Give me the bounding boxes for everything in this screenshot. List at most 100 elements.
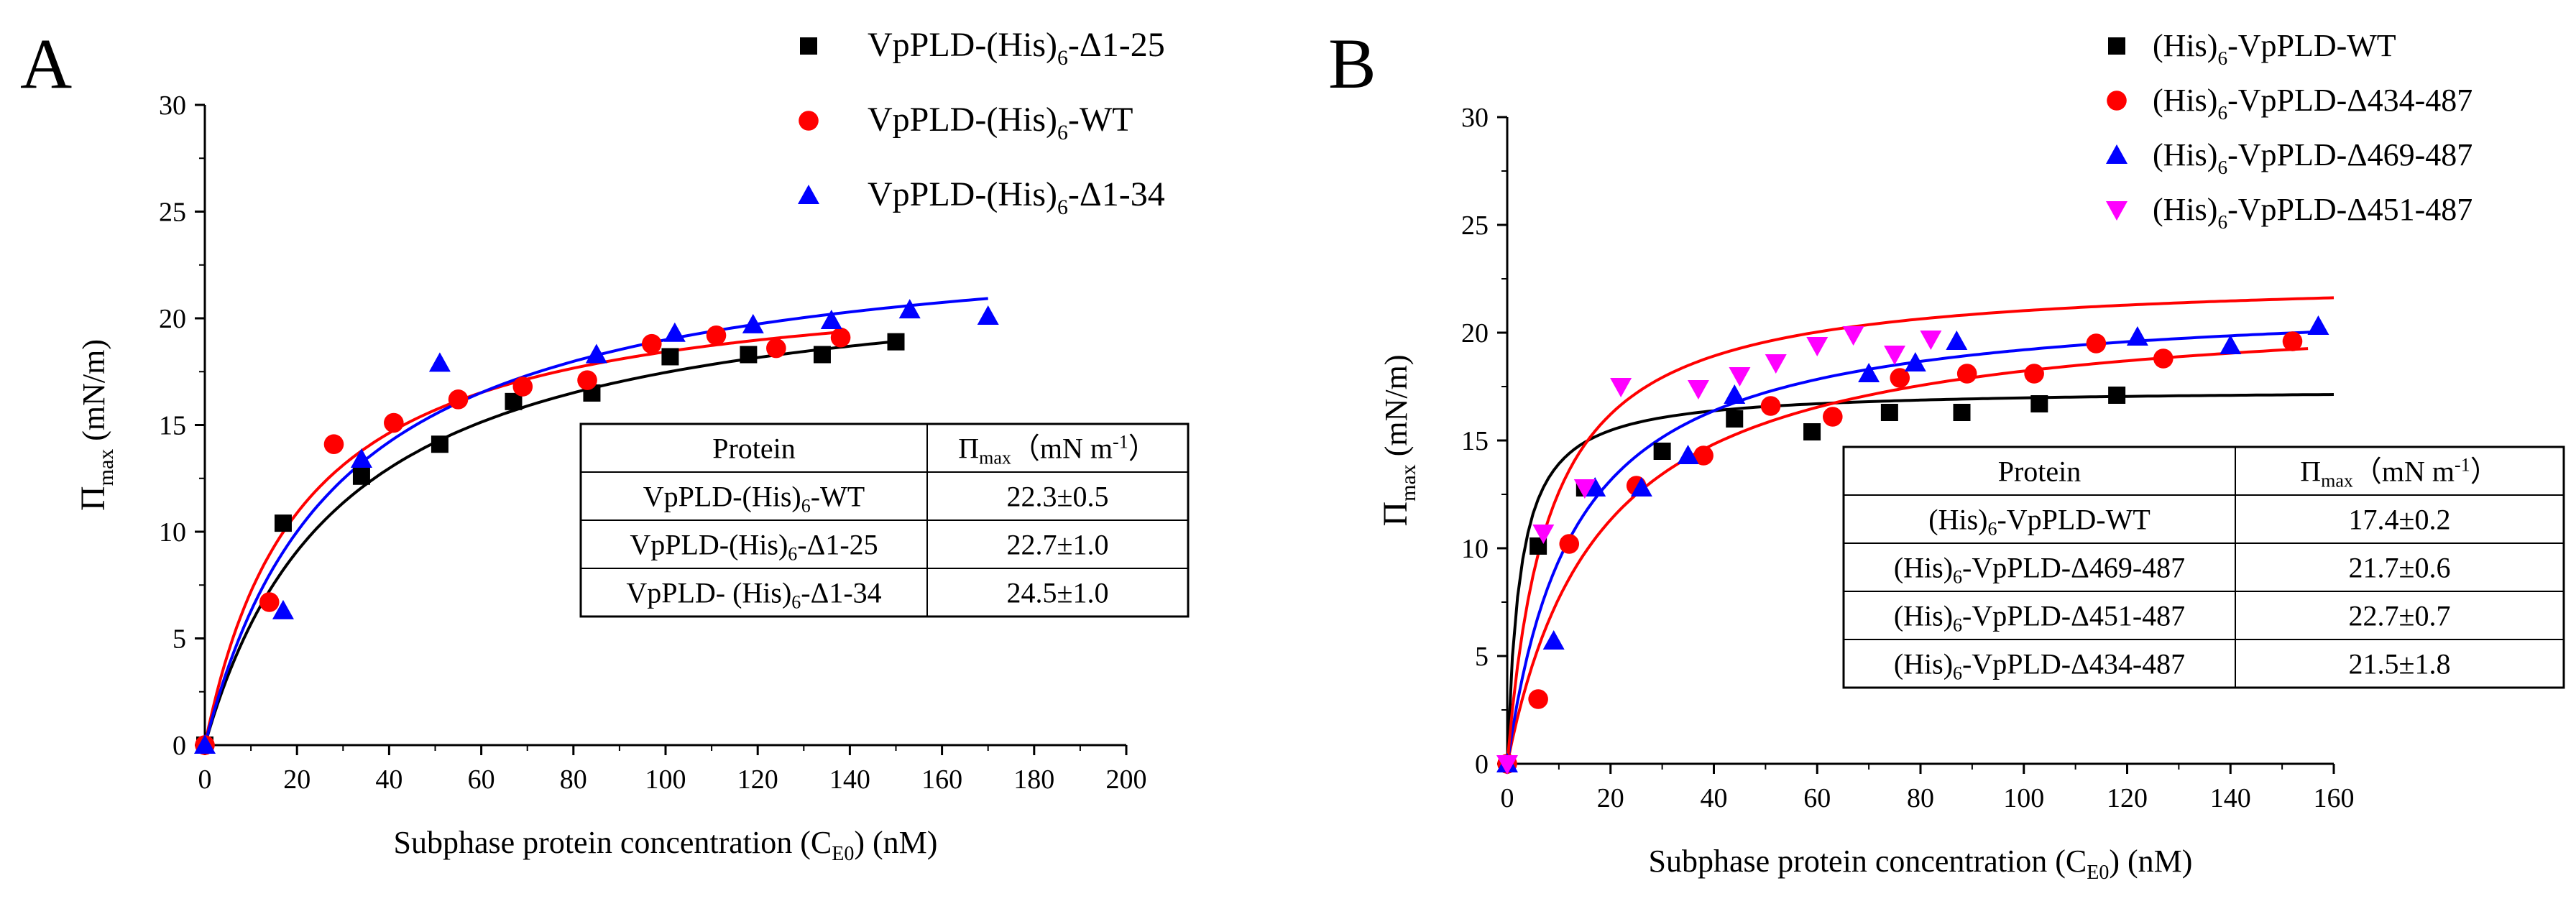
y-tick-label: 10 [159,517,186,548]
x-tick-label: 120 [737,765,778,795]
panel-label: B [1328,24,1376,103]
x-tick-label: 140 [829,765,870,795]
x-tick-label: 20 [1597,783,1624,813]
data-point [384,412,404,433]
table-cell-protein: VpPLD-(His)6-WT [643,481,865,517]
y-tick-label: 0 [172,731,186,761]
data-point [1946,331,1968,350]
data-point [641,333,662,354]
data-point [1528,689,1548,709]
x-tick-label: 60 [468,765,495,795]
y-tick-label: 15 [159,411,186,441]
y-axis-label: Πmax (mN/m) [1376,354,1420,526]
data-point [2307,315,2329,335]
table-cell-value: 21.7±0.6 [2349,552,2451,584]
x-tick-label: 100 [645,765,686,795]
y-tick-label: 15 [1461,426,1489,456]
fit-curve-4 [1506,296,2334,765]
data-point [2024,364,2044,384]
table-cell-value: 22.7±0.7 [2349,600,2451,632]
data-point [1956,364,1977,384]
table-cell-protein: (His)6-VpPLD-Δ434-487 [1894,648,2185,684]
data-point [2153,348,2174,369]
y-tick-label: 30 [1461,103,1489,133]
legend-entry: (His)6-VpPLD-Δ434-487 [2153,83,2472,124]
y-tick-label: 20 [159,304,186,334]
data-point [2220,335,2242,354]
data-point [820,309,842,329]
data-point [1880,404,1898,421]
table-header-value: Πmax（mN m-1） [958,432,1156,468]
table-border [1842,445,2565,689]
data-point [742,313,764,333]
data-point [766,338,786,359]
legend-entry: VpPLD-(His)6-Δ1-25 [868,26,1165,70]
table-header-value: Πmax（mN m-1） [2300,455,2498,491]
x-tick-label: 200 [1106,765,1147,795]
data-point [259,592,280,612]
data-point [740,346,758,364]
legend-entry: (His)6-VpPLD-Δ451-487 [2153,192,2472,233]
table-header-protein: Protein [1998,456,2082,488]
data-point [2086,333,2107,354]
data-point [577,370,597,390]
data-point [1890,368,1910,388]
table-cell-value: 21.5±1.8 [2349,648,2451,680]
data-point [428,352,451,372]
data-point [1630,477,1652,497]
panel-a: A 0 20 40 60 80 100 120 140 160 180 200 0 5 10 15 20 25 30… [20,24,1190,865]
y-axis-label: Πmax (mN/m) [74,339,118,511]
data-point [350,448,372,468]
x-tick-label: 140 [2210,783,2251,813]
x-tick-label: 100 [2003,783,2044,813]
x-tick-label: 120 [2107,783,2148,813]
table-cell-protein: VpPLD- (His)6-Δ1-34 [626,577,881,613]
data-point [1532,525,1555,544]
panel-b: B 0 20 40 60 80 100 120 140 160 0 5 10 15 20 25 30 Subpha… [1328,24,2565,884]
data-point [194,734,216,754]
data-point [887,333,905,351]
data-point [2126,326,2148,346]
data-point [585,343,607,364]
legend-marker [2106,201,2128,221]
y-tick-label: 25 [1461,211,1489,241]
data-point [1542,630,1565,650]
y-tick-label: 20 [1461,318,1489,348]
data-point [1573,479,1596,499]
x-tick-label: 80 [560,765,587,795]
data-point [977,305,999,325]
x-tick-label: 40 [1701,783,1728,813]
data-point [1726,410,1744,428]
data-point [1559,534,1580,554]
legend-marker [798,185,819,204]
data-point [1677,445,1699,464]
table-cell-value: 24.5±1.0 [1007,577,1109,609]
data-point [1803,423,1821,440]
data-point [661,348,679,366]
data-point [2108,387,2126,404]
x-tick-label: 80 [1907,783,1934,813]
table-cell-protein: (His)6-VpPLD-WT [1928,504,2150,540]
data-point [663,322,686,342]
data-point [323,434,344,455]
table-cell-protein: VpPLD-(His)6-Δ1-25 [630,529,878,565]
data-point [1496,755,1518,775]
data-point [1806,337,1828,356]
table-header-protein: Protein [712,433,796,465]
x-tick-label: 40 [375,765,402,795]
series-3-points [194,299,999,754]
data-point [1653,443,1671,460]
results-table: Protein Πmax（mN m-1） VpPLD-(His)6-WT 22.3±0… [579,422,1190,618]
data-point [2030,395,2048,412]
data-point [1842,326,1864,346]
y-tick-label: 5 [1475,642,1489,672]
legend-entry: (His)6-VpPLD-Δ469-487 [2153,137,2472,178]
legend-marker [2108,37,2125,55]
data-point [352,467,370,485]
table-cell-value: 22.7±1.0 [1007,529,1109,561]
x-tick-label: 160 [2314,783,2355,813]
data-point [813,346,831,364]
x-tick-label: 0 [198,765,212,795]
legend-marker [799,111,819,131]
